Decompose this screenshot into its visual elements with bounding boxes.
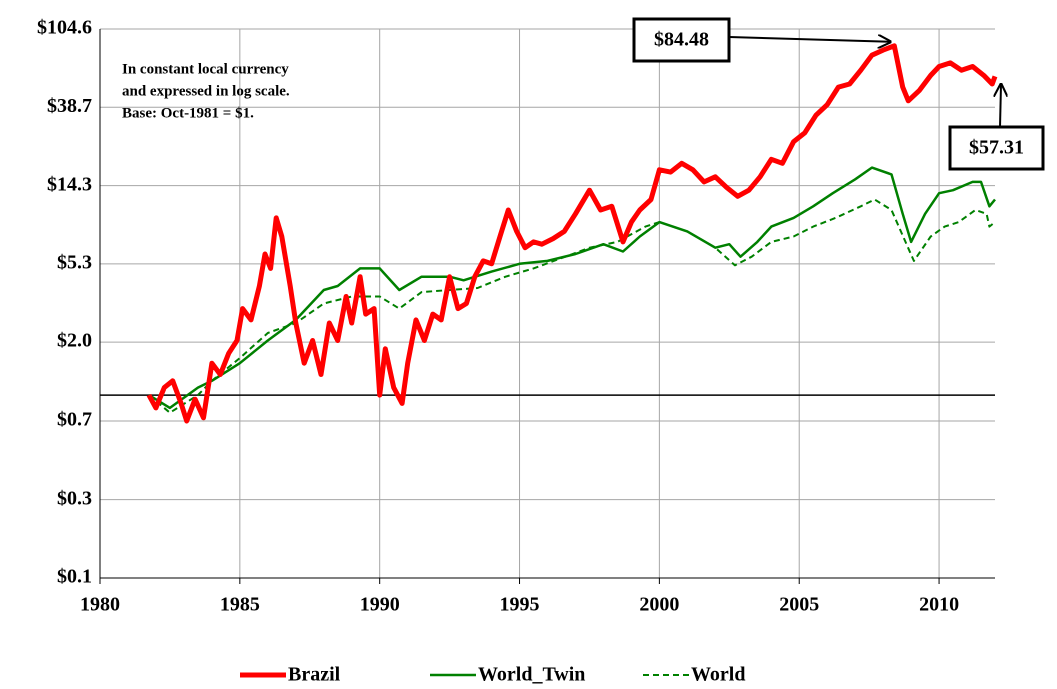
y-tick-label: $14.3 bbox=[47, 173, 92, 195]
plot-lines bbox=[146, 43, 998, 424]
labels: $0.1 $0.3 $0.7 $2.0 $5.3 $14.3 $38.7 $104.6 1980… bbox=[37, 17, 1045, 686]
legend-label: Brazil bbox=[288, 664, 341, 686]
annotation-arrow bbox=[728, 37, 890, 42]
x-tick-label: 2000 bbox=[639, 594, 679, 616]
legend-label: World bbox=[691, 664, 745, 686]
x-tick-label: 1990 bbox=[360, 594, 400, 616]
x-tick-label: 1995 bbox=[500, 594, 540, 616]
y-tick-label: $0.3 bbox=[57, 487, 92, 509]
annotation-box bbox=[632, 17, 731, 63]
x-tick-label: 2010 bbox=[919, 594, 959, 616]
legend-label: World_Twin bbox=[478, 664, 585, 686]
y-tick-label: $5.3 bbox=[57, 251, 92, 273]
y-tick-label: $104.6 bbox=[37, 17, 92, 39]
x-tick-label: 1985 bbox=[220, 594, 260, 616]
y-tick-label: $0.1 bbox=[57, 566, 92, 588]
annotation-text: $84.48 bbox=[654, 29, 709, 51]
y-tick-label: $38.7 bbox=[47, 95, 92, 117]
annotation-box bbox=[948, 125, 1045, 171]
annotation-text: $57.31 bbox=[969, 137, 1024, 159]
x-tick-label: 1980 bbox=[80, 594, 120, 616]
x-tick-label: 2005 bbox=[779, 594, 819, 616]
y-tick-label: $2.0 bbox=[57, 330, 92, 352]
series-line bbox=[146, 43, 998, 424]
note-text: and expressed in log scale. bbox=[122, 83, 290, 99]
y-tick-label: $0.7 bbox=[57, 409, 92, 431]
note-text: In constant local currency bbox=[122, 61, 289, 77]
note-text: Base: Oct-1981 = $1. bbox=[122, 105, 254, 121]
annotation-arrow bbox=[1000, 84, 1001, 128]
series-line bbox=[148, 166, 996, 410]
